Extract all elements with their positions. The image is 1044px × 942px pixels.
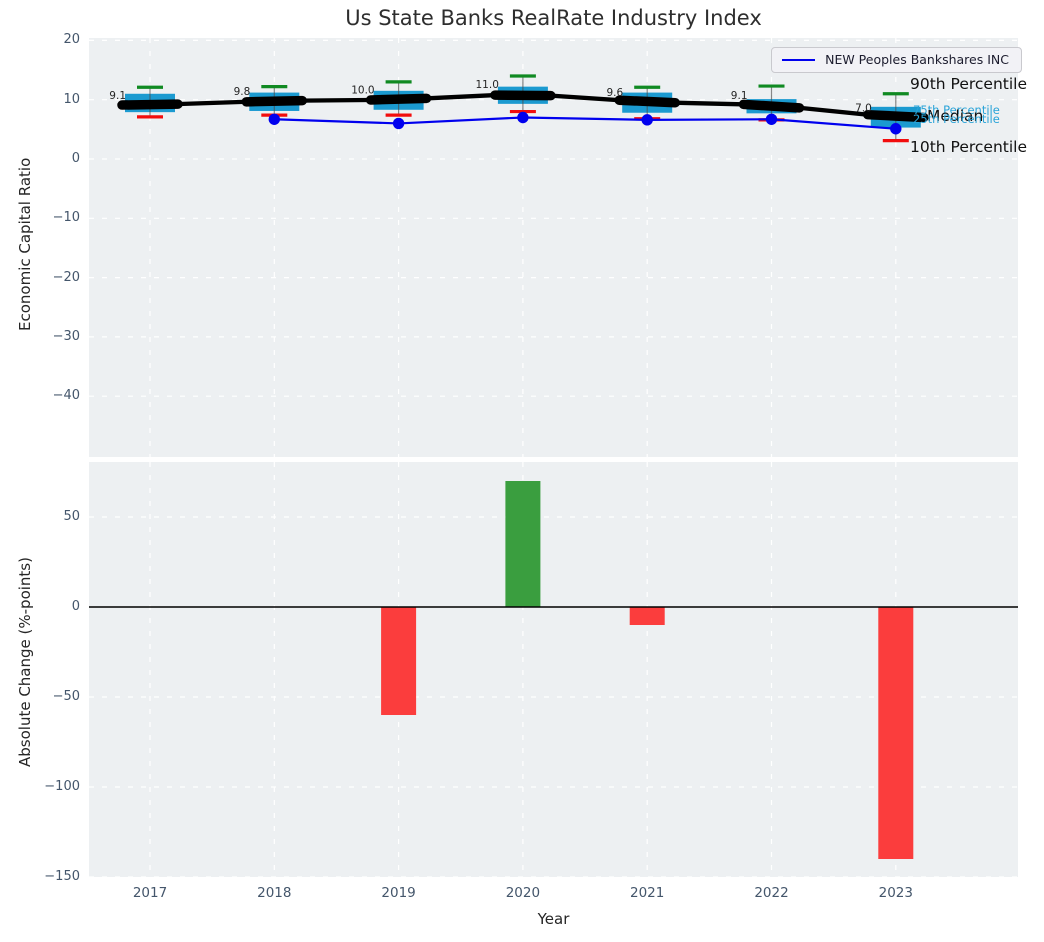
bottom-y-tick-label: 50	[63, 509, 80, 524]
x-tick-label: 2019	[381, 885, 416, 901]
legend: NEW Peoples Bankshares INC	[771, 47, 1022, 73]
x-tick-label: 2017	[132, 885, 168, 901]
top-plot-area: 9.1 9.8 10.0 11.0 9.6 9.1 7.0	[89, 38, 1018, 457]
median-value-label: 7.0	[855, 102, 872, 114]
change-bar-2019	[381, 607, 417, 715]
x-tick-label: 2023	[878, 885, 913, 901]
x-axis-label: Year	[537, 910, 570, 928]
x-tick-label: 2021	[630, 885, 665, 901]
top-y-tick-label: −20	[52, 269, 80, 285]
legend-label: NEW Peoples Bankshares INC	[825, 52, 1009, 67]
annotation-10th-percentile: 10th Percentile	[910, 138, 1028, 156]
median-value-label: 9.6	[606, 87, 623, 99]
company-line	[274, 116, 896, 130]
top-y-tick-label: −30	[52, 328, 80, 344]
company-point	[517, 111, 529, 124]
company-point	[890, 123, 902, 135]
median-value-label: 11.0	[476, 79, 499, 91]
median-node-segment	[365, 93, 432, 105]
median-node-segment	[241, 95, 308, 107]
company-point	[641, 114, 653, 126]
annotation-75th-percentile: 75th Percentile	[913, 103, 1000, 117]
median-node-segment	[863, 109, 929, 123]
annotation-25th-percentile: 25th Percentile	[913, 112, 1000, 126]
median-value-label: 9.1	[109, 90, 126, 102]
top-y-tick-label: −10	[52, 210, 80, 226]
bottom-y-tick-label: −50	[52, 689, 80, 704]
company-point	[765, 113, 778, 125]
median-value-label: 9.1	[731, 90, 748, 102]
median-value-label: 9.8	[234, 86, 251, 98]
bottom-y-tick-label: −150	[44, 869, 80, 884]
top-y-tick-label: 0	[71, 151, 80, 166]
median-node-segment	[738, 99, 805, 113]
top-plot-svg: 9.1 9.8 10.0 11.0 9.6 9.1 7.0	[89, 38, 1018, 457]
bottom-plot-area	[89, 462, 1018, 877]
top-y-axis-label: Economic Capital Ratio	[16, 157, 34, 331]
bottom-plot-svg	[89, 462, 1018, 877]
company-point	[392, 117, 405, 130]
bottom-y-tick-label: 0	[71, 599, 80, 614]
top-y-tick-label: −40	[52, 388, 80, 404]
x-tick-label: 2020	[505, 885, 541, 901]
bottom-y-axis-label: Absolute Change (%-points)	[16, 557, 34, 767]
x-tick-label: 2022	[754, 885, 789, 901]
median-node-segment	[490, 90, 556, 101]
legend-line-swatch	[782, 58, 816, 61]
chart-title: Us State Banks RealRate Industry Index	[345, 6, 762, 30]
change-bar-2020	[505, 481, 541, 607]
change-bar-2021	[629, 607, 665, 625]
median-value-label: 10.0	[351, 85, 374, 97]
annotation-median: Median	[927, 107, 984, 125]
company-point	[268, 113, 280, 125]
top-y-tick-label: 20	[63, 32, 80, 48]
annotation-90th-percentile: 90th Percentile	[910, 75, 1028, 93]
x-tick-label: 2018	[257, 885, 292, 901]
median-node-segment	[614, 95, 680, 108]
median-node-segment	[117, 99, 183, 110]
change-bar-2023	[878, 607, 914, 859]
top-y-tick-label: 10	[63, 91, 80, 107]
bottom-y-tick-label: −100	[44, 779, 80, 794]
